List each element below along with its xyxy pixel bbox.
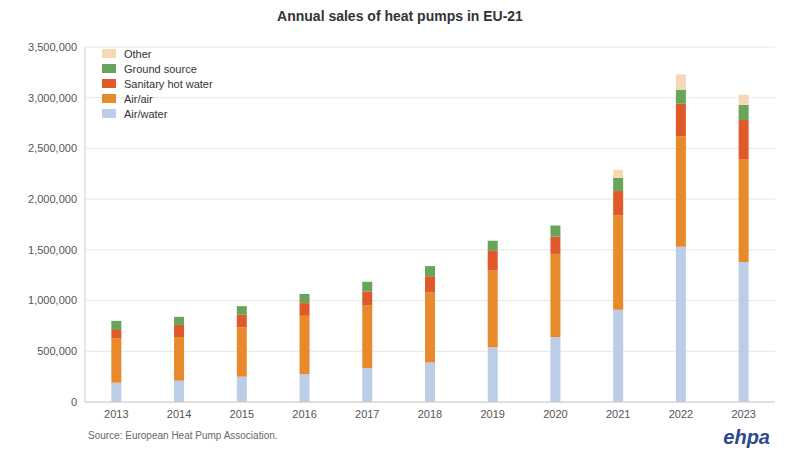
svg-text:2022: 2022 — [669, 408, 693, 420]
html-text:Ground source: Ground source — [124, 62, 197, 75]
svg-text:2021: 2021 — [606, 408, 630, 420]
svg-text:2016: 2016 — [292, 408, 316, 420]
html-text:Other: Other — [124, 47, 152, 60]
svg-text:500,000: 500,000 — [37, 345, 77, 357]
svg-text:3,000,000: 3,000,000 — [28, 92, 77, 104]
svg-text:2017: 2017 — [355, 408, 379, 420]
svg-text:3,500,000: 3,500,000 — [28, 41, 77, 53]
svg-text:1,500,000: 1,500,000 — [28, 244, 77, 256]
html-text:Air/water: Air/water — [124, 107, 168, 120]
html-text:Source: European Heat Pump Ass: Source: European Heat Pump Association. — [88, 430, 278, 441]
svg-text:2019: 2019 — [480, 408, 504, 420]
html-text:Annual sales of heat pumps in: Annual sales of heat pumps in EU-21 — [277, 8, 523, 24]
html-text:Air/air: Air/air — [124, 92, 153, 105]
html-text:Sanitary hot water: Sanitary hot water — [124, 77, 213, 90]
svg-text:2018: 2018 — [418, 408, 442, 420]
html-text:ehpa: ehpa — [723, 426, 770, 448]
svg-text:2,000,000: 2,000,000 — [28, 193, 77, 205]
svg-text:2013: 2013 — [104, 408, 128, 420]
svg-text:2020: 2020 — [543, 408, 567, 420]
svg-text:0: 0 — [71, 396, 77, 408]
svg-text:2014: 2014 — [167, 408, 191, 420]
svg-text:2023: 2023 — [731, 408, 755, 420]
svg-text:1,000,000: 1,000,000 — [28, 294, 77, 306]
svg-text:2,500,000: 2,500,000 — [28, 142, 77, 154]
svg-text:2015: 2015 — [230, 408, 254, 420]
